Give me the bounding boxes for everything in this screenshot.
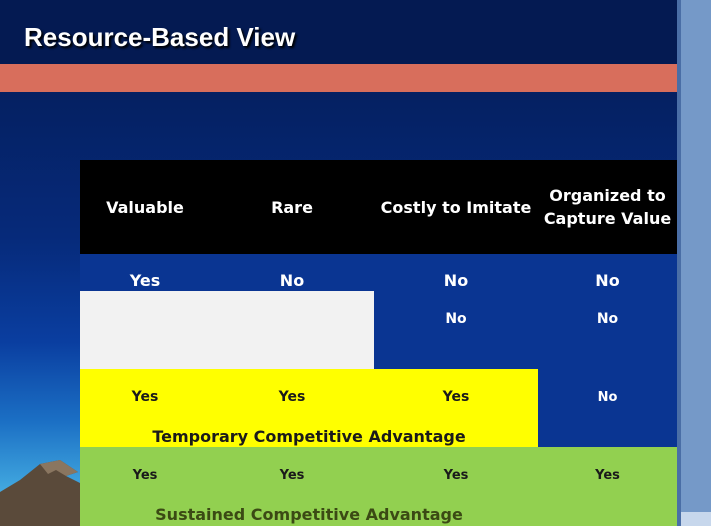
header-organized-to-capture-value: Organized to Capture Value — [543, 186, 672, 228]
row1-organized: No — [595, 270, 620, 290]
accent-stripe — [0, 64, 677, 92]
slide-title: Resource-Based View — [24, 22, 296, 52]
header-valuable: Valuable — [106, 197, 184, 217]
slide: Resource-Based View Valuable Rare Costly… — [0, 0, 677, 526]
title-bar: Resource-Based View — [0, 0, 677, 64]
row1-rare: No — [279, 270, 305, 290]
table-row — [374, 291, 677, 369]
temporary-advantage-highlight — [80, 369, 538, 447]
row2-costly: No — [445, 311, 467, 327]
table-header-row — [80, 160, 677, 254]
row4-rare: Yes — [279, 467, 305, 483]
row3-organized: No — [597, 389, 618, 405]
header-costly-to-imitate: Costly to Imitate — [380, 197, 532, 217]
row4-valuable: Yes — [132, 467, 158, 483]
row4-organized: Yes — [595, 467, 620, 483]
row4-costly: Yes — [443, 467, 469, 483]
row3-costly: Yes — [442, 389, 470, 405]
header-rare: Rare — [271, 197, 313, 217]
temporary-advantage-label: Temporary Competitive Advantage — [152, 426, 466, 446]
window-side-strip — [677, 0, 711, 526]
row2-organized: No — [596, 311, 619, 327]
row3-valuable: Yes — [131, 389, 159, 405]
row1-valuable: Yes — [129, 270, 161, 290]
table-row — [538, 369, 677, 447]
mountain-illustration — [0, 460, 90, 526]
blank-panel — [80, 291, 374, 369]
table-row — [80, 254, 677, 291]
sustained-advantage-label: Sustained Competitive Advantage — [155, 504, 463, 524]
row1-costly: No — [443, 270, 469, 290]
row3-rare: Yes — [278, 389, 306, 405]
sustained-advantage-highlight — [80, 447, 677, 526]
